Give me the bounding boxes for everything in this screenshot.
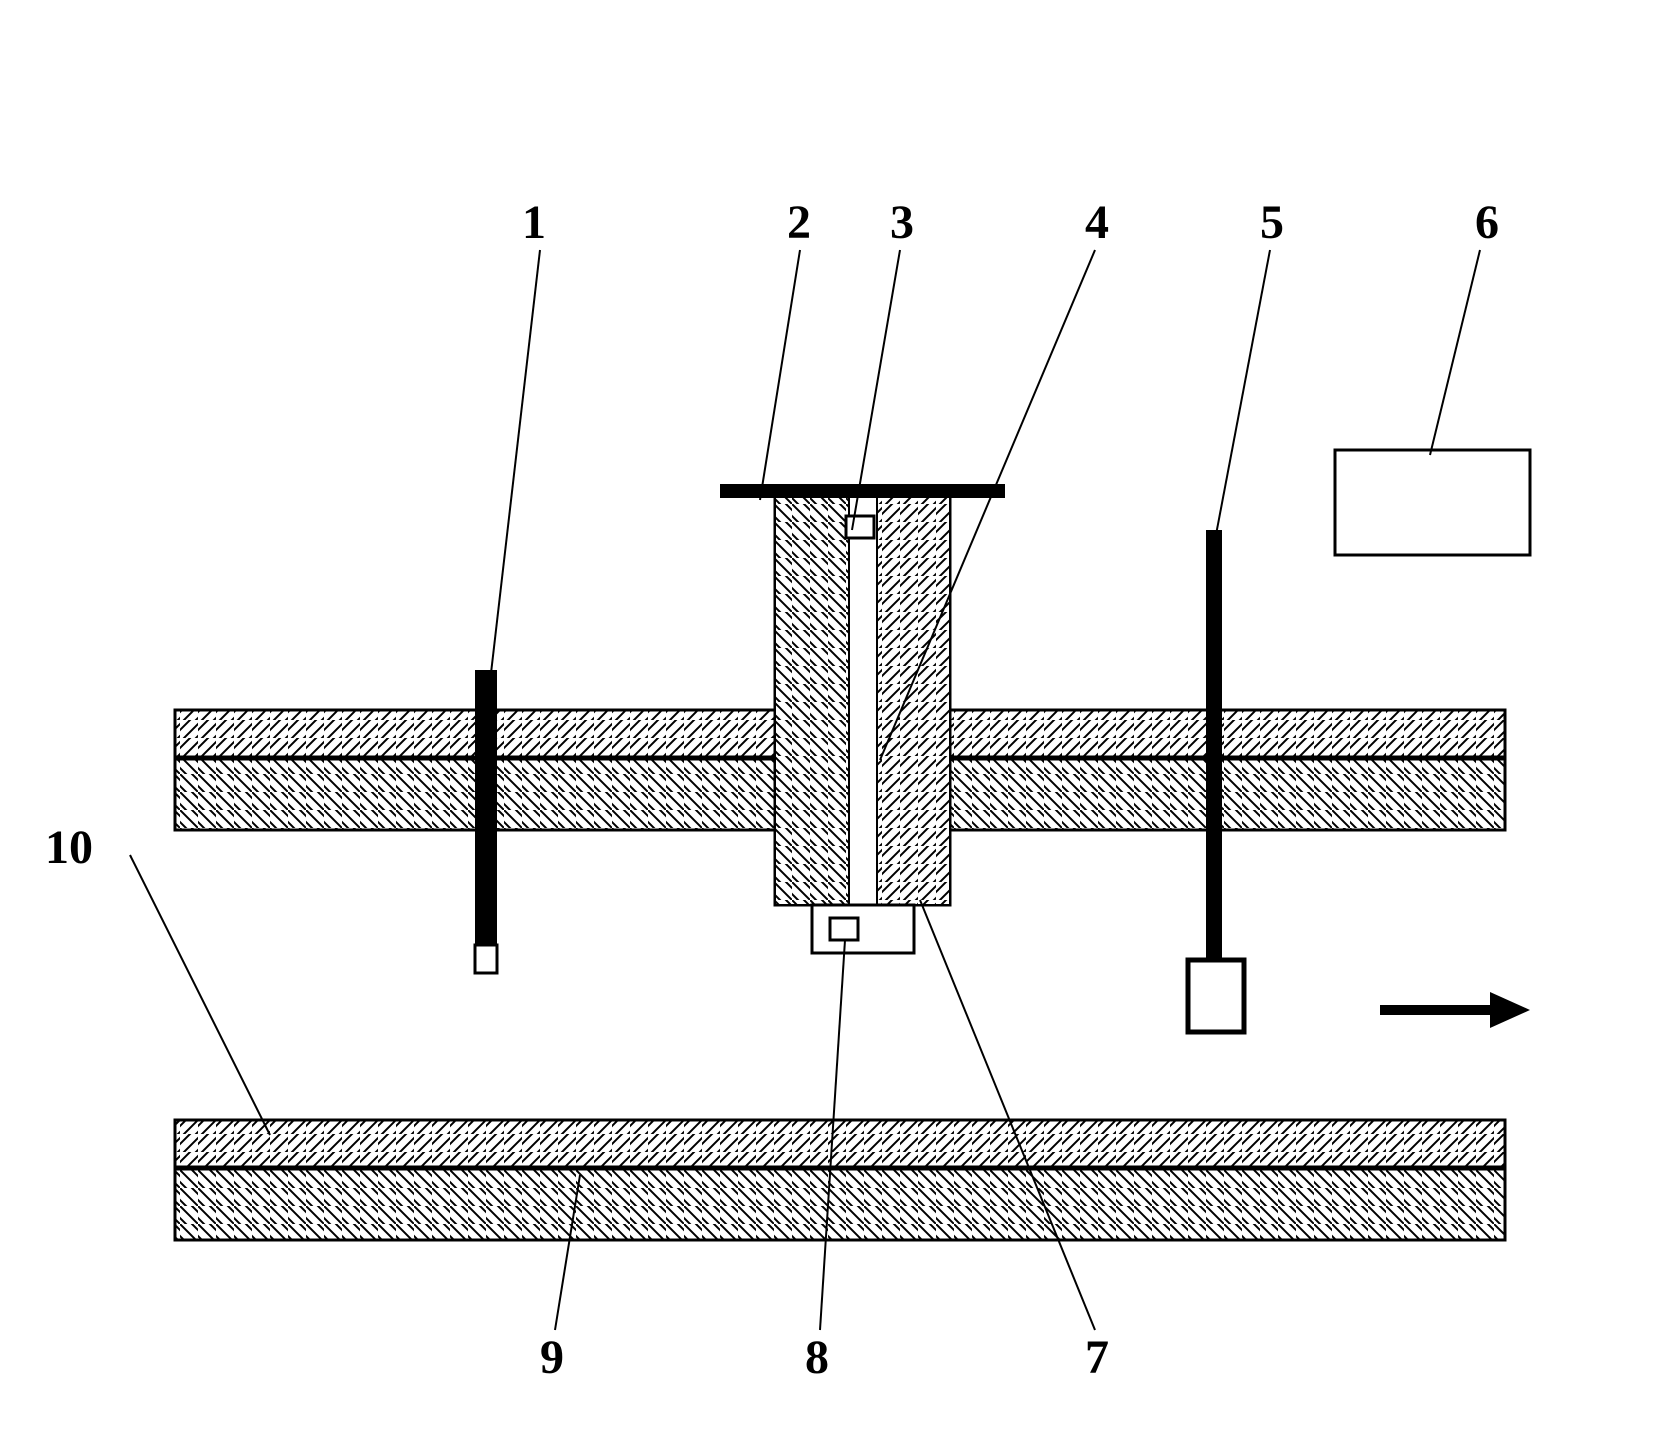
callout-7: 7 <box>1085 1330 1109 1385</box>
small-box-top <box>846 516 874 538</box>
label6-box <box>1335 450 1530 555</box>
callout-9: 9 <box>540 1330 564 1385</box>
flow-arrow <box>1380 992 1530 1028</box>
callout-4: 4 <box>1085 195 1109 250</box>
callout-5: 5 <box>1260 195 1284 250</box>
callout-8: 8 <box>805 1330 829 1385</box>
right-weight <box>1188 960 1244 1032</box>
small-box-bottom <box>830 918 858 940</box>
schematic-svg <box>0 0 1667 1446</box>
callout-2: 2 <box>787 195 811 250</box>
callout-3: 3 <box>890 195 914 250</box>
callout-6: 6 <box>1475 195 1499 250</box>
callout-10: 10 <box>45 820 93 875</box>
lower-bar <box>175 1120 1505 1240</box>
callout-1: 1 <box>522 195 546 250</box>
bottom-cap <box>812 905 914 953</box>
diagram-canvas: 1 2 3 4 5 6 7 8 9 10 <box>0 0 1667 1446</box>
